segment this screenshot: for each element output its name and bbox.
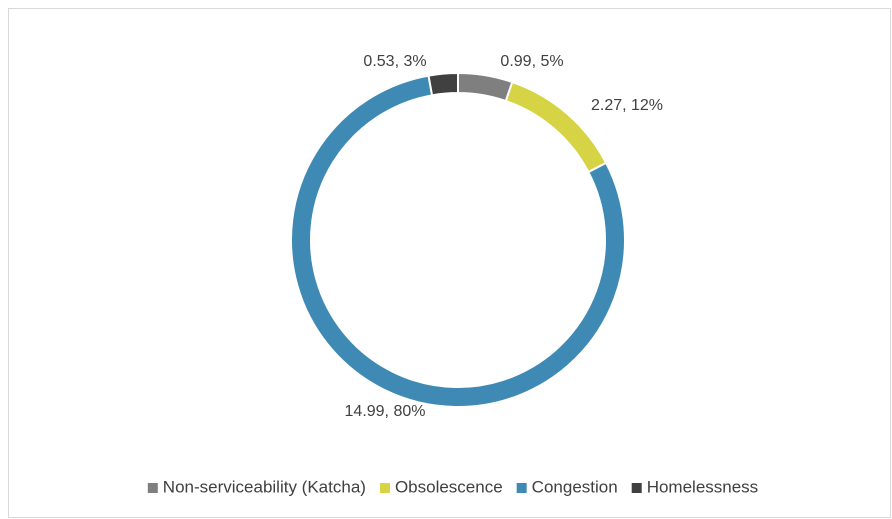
legend-swatch xyxy=(516,483,527,493)
legend-swatch xyxy=(147,483,158,493)
legend-label: Non-serviceability (Katcha) xyxy=(163,477,366,496)
legend-label: Homelessness xyxy=(647,477,759,496)
donut-segment xyxy=(290,74,626,408)
donut-segment xyxy=(427,71,459,97)
legend-swatch xyxy=(379,483,390,493)
data-label: 2.27, 12% xyxy=(591,97,663,114)
legend-label: Obsolescence xyxy=(395,477,503,496)
data-label: 0.99, 5% xyxy=(500,53,563,70)
legend-swatch xyxy=(631,483,642,493)
legend-label: Congestion xyxy=(532,477,618,496)
legend: Non-serviceability (Katcha) Obsolescence C… xyxy=(147,477,759,496)
data-label: 0.53, 3% xyxy=(363,53,426,70)
data-label: 14.99, 80% xyxy=(345,403,426,420)
